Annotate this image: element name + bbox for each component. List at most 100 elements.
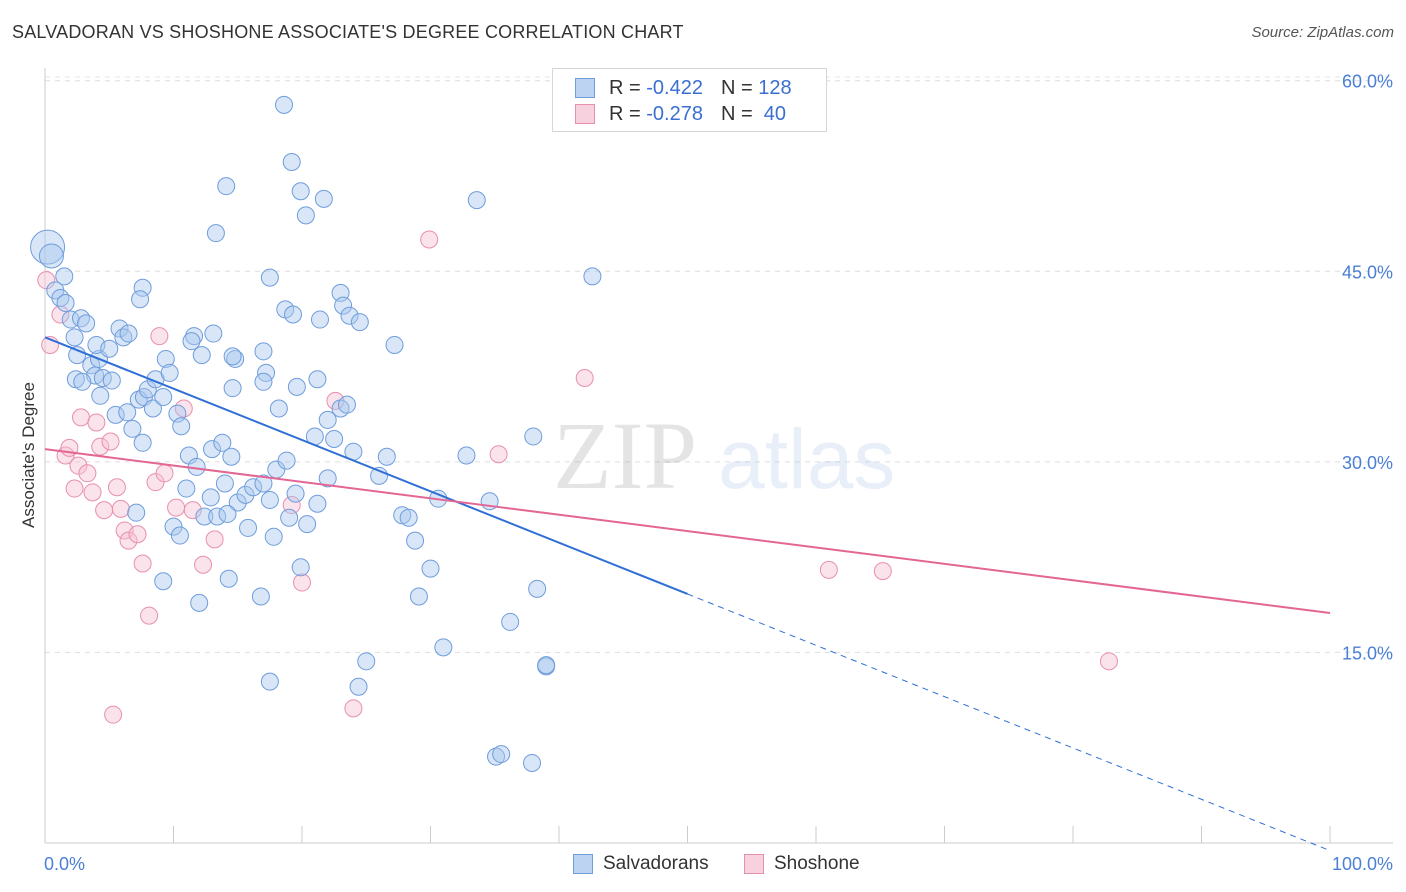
salvadoran-point [127, 503, 146, 522]
salvadoran-point [340, 306, 359, 325]
salvadoran-point [203, 440, 222, 459]
salvadoran-point [291, 182, 310, 201]
salvadoran-point [377, 447, 396, 466]
salvadoran-point [192, 346, 211, 365]
shoshone-point [155, 464, 174, 483]
salvadoran-point [73, 372, 92, 391]
salvadoran-point [523, 753, 542, 772]
salvadoran-point [51, 288, 70, 307]
salvadoran-point [260, 672, 279, 691]
shoshone-point [873, 562, 892, 581]
salvadoran-point [275, 95, 294, 114]
salvadoran-point [154, 572, 173, 591]
salvadoran-point [467, 191, 486, 210]
y-tick-label: 15.0% [1342, 643, 1393, 663]
salvadoran-point [182, 332, 201, 351]
salvadoran-point [204, 324, 223, 343]
n-value: 128 [758, 76, 792, 99]
salvadoran-point [208, 507, 227, 526]
salvadoran-point [251, 587, 270, 606]
legend-label: Salvadorans [603, 853, 709, 874]
shoshone-point [575, 369, 594, 387]
shoshone-point [150, 327, 169, 346]
salvadoran-point [71, 309, 90, 328]
blue-swatch [573, 854, 593, 874]
salvadoran-point [217, 177, 236, 196]
salvadoran-point [164, 517, 183, 536]
r-label: R = [609, 76, 641, 99]
salvadoran-point [154, 388, 173, 407]
legend-label: Shoshone [774, 853, 860, 874]
salvadoran-point [131, 290, 150, 309]
salvadoran-point [298, 515, 317, 534]
salvadoran-point [349, 677, 368, 696]
x-tick-label: 0.0% [44, 854, 85, 874]
salvadoran-point [409, 587, 428, 606]
shoshone-point [1099, 652, 1118, 671]
salvadoran-trendline-extension [687, 593, 1331, 852]
salvadoran-point [318, 410, 337, 429]
salvadoran-point [286, 484, 305, 503]
shoshone-point [107, 478, 126, 497]
shoshone-point [344, 699, 363, 718]
salvadoran-point [287, 377, 306, 396]
shoshone-point [83, 483, 102, 502]
salvadoran-point [228, 493, 247, 512]
salvadoran-point [492, 745, 511, 764]
salvadoran-point [185, 327, 204, 346]
salvadoran-point [254, 372, 273, 391]
shoshone-point [183, 501, 202, 520]
shoshone-point [37, 271, 56, 290]
shoshone-point [91, 437, 110, 456]
n-label: N = [720, 102, 753, 125]
salvadoran-point [223, 347, 242, 366]
salvadoran-point [38, 243, 64, 269]
shoshone-point [87, 413, 106, 432]
shoshone-point [111, 499, 130, 518]
salvadoran-point [310, 310, 329, 329]
y-tick-label: 60.0% [1342, 72, 1393, 92]
salvadoran-point [106, 405, 125, 424]
salvadoran-point [195, 507, 214, 526]
salvadoran-point [269, 399, 288, 418]
salvadoran-point [65, 328, 84, 347]
salvadoran-point [296, 206, 315, 225]
salvadoran-point [219, 569, 238, 588]
salvadoran-point [337, 395, 356, 414]
shoshone-point [194, 555, 213, 574]
n-label: N = [720, 76, 753, 99]
y-axis-label: Associate's Degree [19, 382, 38, 528]
salvadoran-point [77, 314, 96, 333]
salvadoran-point [226, 349, 245, 368]
salvadoran-point [213, 433, 232, 452]
salvadoran-point [190, 593, 209, 612]
salvadoran-point [325, 429, 344, 448]
salvadoran-point [100, 339, 119, 358]
r-value: -0.422 [646, 76, 703, 99]
salvadoran-point [172, 417, 191, 436]
chart-title: SALVADORAN VS SHOSHONE ASSOCIATE'S DEGRE… [12, 22, 684, 42]
salvadoran-point [385, 335, 404, 354]
shoshone-point [140, 606, 159, 625]
salvadoran-point [528, 579, 547, 598]
legend-item-shoshone: Shoshone [744, 852, 860, 876]
salvadoran-point [129, 390, 148, 409]
svg-text:atlas: atlas [718, 412, 895, 506]
salvadoran-point [260, 490, 279, 509]
shoshone-point [71, 408, 90, 427]
legend-row-shoshone: R = -0.278 N = 40 [575, 101, 786, 127]
salvadoran-point [350, 313, 369, 332]
salvadoran-point [406, 531, 425, 550]
salvadoran-point [501, 612, 520, 631]
salvadoran-point [236, 485, 255, 504]
salvadoran-point [170, 526, 189, 545]
shoshone-points [37, 230, 1118, 724]
salvadoran-point [457, 446, 476, 465]
salvadoran-point [119, 324, 138, 343]
salvadoran-point [177, 479, 196, 498]
salvadoran-point [110, 319, 129, 338]
salvadoran-point [334, 296, 353, 315]
salvadoran-point [206, 224, 225, 243]
legend-row-salvadorans: R = -0.422 N = 128 [575, 75, 792, 101]
r-label: R = [609, 102, 641, 125]
